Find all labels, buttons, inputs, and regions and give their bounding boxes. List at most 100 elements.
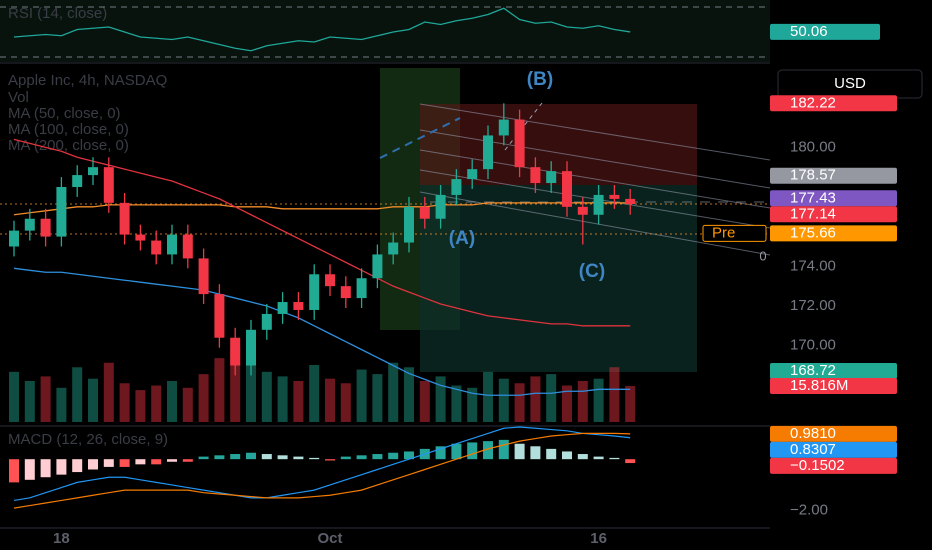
macd-histogram (340, 456, 351, 460)
macd-histogram (577, 454, 588, 460)
macd-label: 0.9810 (790, 425, 836, 442)
y-tick-label: 172.00 (790, 297, 836, 314)
candle-body (182, 234, 193, 259)
candle-body (593, 194, 604, 215)
volume-bar (167, 380, 177, 422)
volume-bar (56, 387, 67, 422)
volume-bar (451, 385, 462, 422)
macd-histogram (88, 459, 98, 470)
macd-histogram (609, 457, 620, 460)
macd-tick-label: −2.00 (790, 502, 828, 519)
channel (419, 103, 771, 256)
macd-histogram (182, 459, 193, 462)
x-tick-label: 16 (590, 530, 607, 547)
price-label-box (770, 95, 897, 112)
candle-body (419, 206, 430, 219)
price-label-box (770, 206, 897, 223)
wave-label: (A) (449, 228, 475, 249)
candle-body (498, 119, 509, 136)
candle-body (356, 278, 367, 299)
volume-bar (198, 374, 209, 422)
volume-bar (577, 380, 588, 422)
price-label: 175.66 (790, 224, 836, 241)
macd-histogram (325, 459, 335, 461)
pre-tag: Pre (712, 224, 735, 241)
candle-body (562, 171, 572, 207)
candle-body (119, 202, 130, 235)
wave-line (379, 117, 461, 159)
macd-histogram (435, 446, 446, 460)
candle-body (72, 175, 83, 187)
macd-histogram (72, 459, 83, 473)
price-label: 177.14 (790, 205, 836, 222)
candle-body (103, 167, 114, 203)
moving-average (13, 138, 631, 327)
y-tick-label: 170.00 (790, 337, 836, 354)
signal-line (13, 432, 631, 509)
volume-bar (483, 371, 493, 422)
macd-histogram (388, 452, 399, 460)
volume-bar (498, 378, 509, 422)
candle-body (230, 337, 241, 366)
volume-bar (246, 353, 256, 422)
x-tick-label: Oct (317, 530, 342, 547)
macd-histogram (151, 459, 162, 465)
volume-bar (88, 378, 98, 422)
rsi-label: 50.06 (790, 23, 828, 40)
candle-body (625, 198, 636, 205)
candle-body (56, 187, 67, 237)
macd-label-box (770, 441, 897, 458)
pre-tag-box (702, 224, 767, 242)
volume-bar (214, 358, 225, 422)
price-label: 177.43 (790, 189, 836, 206)
volume-bar (24, 380, 35, 422)
macd-histogram (103, 459, 114, 467)
macd-histogram (625, 459, 636, 464)
macd-histogram (467, 442, 478, 460)
legend-item: MA (100, close, 0) (8, 121, 129, 138)
candle-body (530, 167, 541, 184)
macd-histogram (309, 457, 320, 460)
channel-label: 0 (759, 248, 766, 263)
rsi-label-box (770, 23, 880, 40)
price-label: 168.72 (790, 362, 836, 379)
volume-bar (325, 378, 335, 422)
volume-bar (356, 369, 367, 422)
volume-bar (182, 387, 193, 422)
macd-line (13, 426, 631, 502)
candle-body (88, 167, 98, 176)
candle-body (198, 258, 209, 295)
currency[interactable]: USD (834, 75, 866, 92)
volume-bar (151, 385, 162, 422)
volume-label-box (770, 377, 897, 394)
macd-histogram (356, 455, 367, 460)
candle-body (246, 329, 256, 366)
volume-bar (467, 387, 478, 422)
macd-histogram (198, 456, 209, 460)
volume-bar (261, 371, 272, 422)
candle-body (277, 302, 288, 314)
candle-body (483, 135, 493, 170)
rsi-bg (0, 0, 770, 62)
candle-body (24, 218, 35, 231)
moving-average (13, 267, 631, 396)
candle-body (135, 234, 146, 241)
price-label: 182.22 (790, 94, 836, 111)
target-zone (420, 185, 697, 372)
volume-bar (309, 365, 320, 422)
macd-histogram (24, 459, 35, 480)
candle-body (404, 206, 414, 243)
volume-bar (514, 383, 525, 422)
macd-label-box (770, 425, 897, 442)
macd-title: MACD (12, 26, close, 9) (8, 431, 168, 448)
volume-bar (562, 385, 572, 422)
volume-bar (40, 376, 51, 422)
price-label: 178.57 (790, 167, 836, 184)
macd-histogram (593, 456, 604, 460)
candle-body (577, 206, 588, 215)
macd-histogram (514, 443, 525, 460)
candle-body (261, 313, 272, 330)
macd-histogram (246, 452, 256, 460)
candle-body (467, 169, 478, 180)
